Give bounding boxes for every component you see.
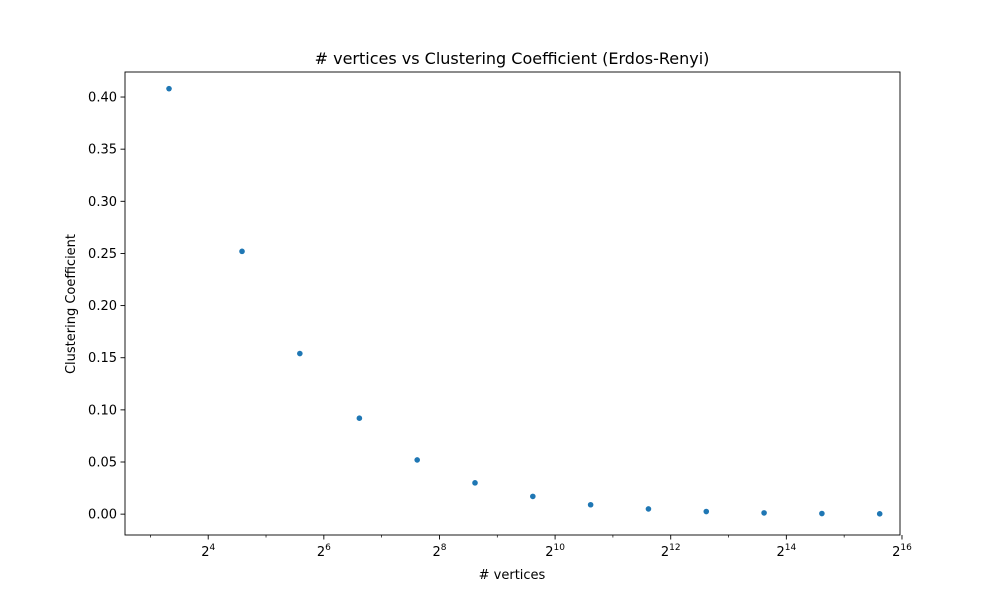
- x-tick-exponent: 12: [669, 543, 680, 553]
- x-tick-exponent: 16: [900, 543, 912, 553]
- x-tick-label: 216: [892, 543, 912, 560]
- data-point: [819, 510, 825, 517]
- data-point: [239, 248, 245, 255]
- x-tick-exponent: 6: [325, 543, 331, 553]
- y-tick-label: 0.15: [88, 351, 117, 366]
- y-tick-label: 0.35: [88, 143, 117, 158]
- x-tick-base: 2: [545, 545, 553, 560]
- x-tick-base: 2: [432, 545, 440, 560]
- x-tick-base: 2: [776, 545, 784, 560]
- x-tick-base: 2: [892, 545, 900, 560]
- data-point: [703, 508, 710, 515]
- x-tick-label: 212: [661, 543, 681, 560]
- axes-frame: [124, 71, 901, 536]
- y-tick-label: 0.30: [88, 195, 117, 210]
- y-tick-label: 0.25: [88, 247, 117, 262]
- x-tick-base: 2: [317, 545, 325, 560]
- x-tick-exponent: 4: [209, 543, 215, 553]
- x-tick-label: 210: [545, 543, 565, 560]
- data-point: [645, 506, 652, 512]
- x-tick-label: 24: [201, 543, 215, 560]
- data-point: [587, 501, 594, 508]
- y-tick-label: 0.05: [88, 456, 117, 471]
- data-point: [530, 493, 536, 500]
- y-tick-label: 0.40: [88, 91, 117, 106]
- data-point: [356, 415, 363, 422]
- x-tick-label: 28: [432, 543, 446, 560]
- y-tick-label: 0.00: [88, 508, 117, 523]
- y-tick-label: 0.20: [88, 299, 117, 314]
- y-tick-label: 0.10: [88, 403, 117, 418]
- x-tick-exponent: 10: [554, 543, 566, 553]
- x-axis-label: # vertices: [479, 568, 546, 583]
- x-tick-label: 214: [776, 543, 796, 560]
- data-point: [876, 511, 883, 517]
- data-point: [166, 85, 172, 92]
- data-point: [414, 457, 420, 463]
- data-point: [297, 350, 303, 357]
- chart-title: # vertices vs Clustering Coefficient (Er…: [315, 49, 710, 68]
- data-point: [472, 480, 478, 486]
- x-tick-exponent: 14: [785, 543, 797, 553]
- x-tick-base: 2: [201, 545, 209, 560]
- y-axis-label: Clustering Coefficient: [64, 234, 79, 374]
- x-tick-base: 2: [661, 545, 669, 560]
- x-tick-exponent: 8: [441, 543, 447, 553]
- x-tick-label: 26: [317, 543, 331, 560]
- data-point: [761, 510, 767, 516]
